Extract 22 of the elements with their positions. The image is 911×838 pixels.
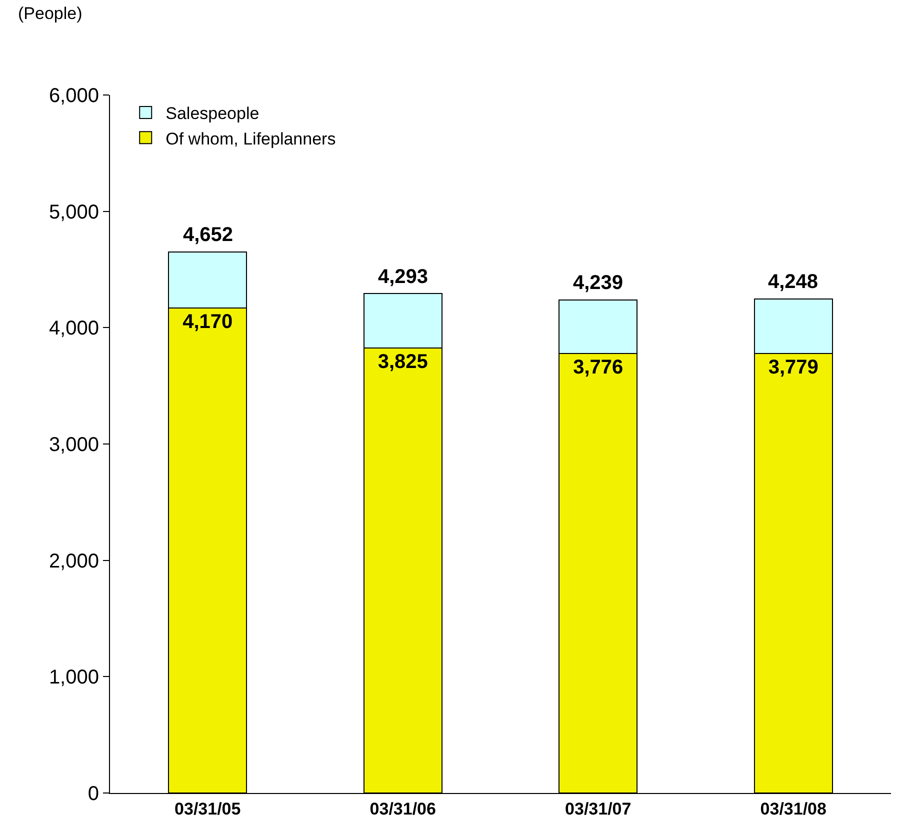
x-tick-label: 03/31/08 (760, 799, 826, 818)
x-tick-label: 03/31/07 (565, 799, 632, 818)
total-label: 4,293 (378, 266, 428, 288)
y-tick-label: 0 (88, 783, 99, 805)
y-tick-label: 5,000 (48, 201, 99, 224)
x-tick-label: 03/31/05 (174, 799, 241, 818)
y-tick-label: 1,000 (48, 666, 99, 689)
data-label: 3,776 (573, 356, 624, 379)
data-label: 4,170 (182, 310, 233, 333)
total-label: 4,239 (573, 272, 624, 294)
y-tick-label: 4,000 (48, 318, 99, 340)
legend-label: Salespeople (166, 104, 260, 124)
y-axis-title: (People) (18, 4, 82, 23)
y-tick-label: 3,000 (48, 434, 99, 456)
data-label: 3,825 (378, 351, 428, 374)
y-tick-label: 6,000 (48, 85, 99, 107)
y-tick-label: 2,000 (48, 550, 99, 572)
legend-label: Of whom, Lifeplanners (166, 129, 336, 148)
data-label: 3,779 (768, 356, 818, 378)
x-tick-label: 03/31/06 (370, 799, 436, 818)
total-label: 4,652 (183, 224, 234, 246)
total-label: 4,248 (768, 271, 818, 293)
